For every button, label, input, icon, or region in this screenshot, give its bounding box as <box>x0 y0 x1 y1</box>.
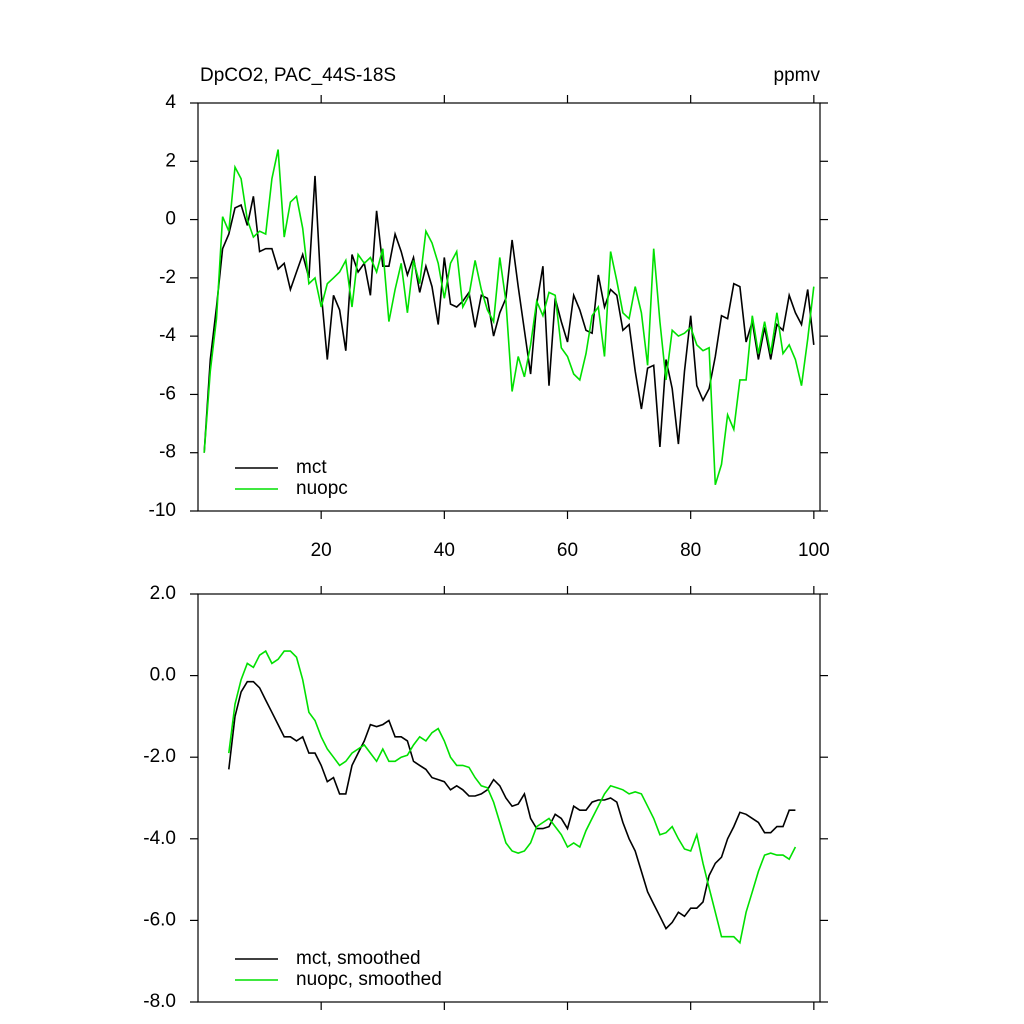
legend-label: nuopc, smoothed <box>296 969 442 990</box>
data-line <box>228 680 796 930</box>
legend-label: mct, smoothed <box>296 948 421 969</box>
chart-title: DpCO2, PAC_44S-18S <box>200 65 396 86</box>
y-tick-label: 2.0 <box>150 583 176 604</box>
legend-label: mct <box>296 457 327 478</box>
y-tick-label: -6 <box>159 383 176 404</box>
y-tick-label: -2.0 <box>143 746 176 767</box>
y-tick-label: -4 <box>159 325 176 346</box>
x-tick-label: 80 <box>680 540 701 561</box>
y-tick-label: 0.0 <box>150 665 176 686</box>
y-tick-label: -10 <box>149 500 176 521</box>
y-tick-label: -6.0 <box>143 909 176 930</box>
y-tick-label: 0 <box>165 209 176 230</box>
data-line <box>203 175 815 453</box>
units-label: ppmv <box>774 65 821 86</box>
x-tick-label: 100 <box>798 540 830 561</box>
x-tick-label: 60 <box>557 540 578 561</box>
y-tick-label: -8 <box>159 442 176 463</box>
x-tick-label: 40 <box>434 540 455 561</box>
plot-frame <box>197 102 821 512</box>
y-tick-label: -2 <box>159 267 176 288</box>
y-tick-label: 4 <box>165 92 176 113</box>
y-tick-label: -4.0 <box>143 828 176 849</box>
y-tick-label: -8.0 <box>143 991 176 1012</box>
plot-frame <box>197 593 821 1003</box>
x-tick-label: 20 <box>311 540 332 561</box>
legend-label: nuopc <box>296 478 348 499</box>
y-tick-label: 2 <box>165 150 176 171</box>
data-line <box>228 649 797 945</box>
data-line <box>203 149 815 486</box>
